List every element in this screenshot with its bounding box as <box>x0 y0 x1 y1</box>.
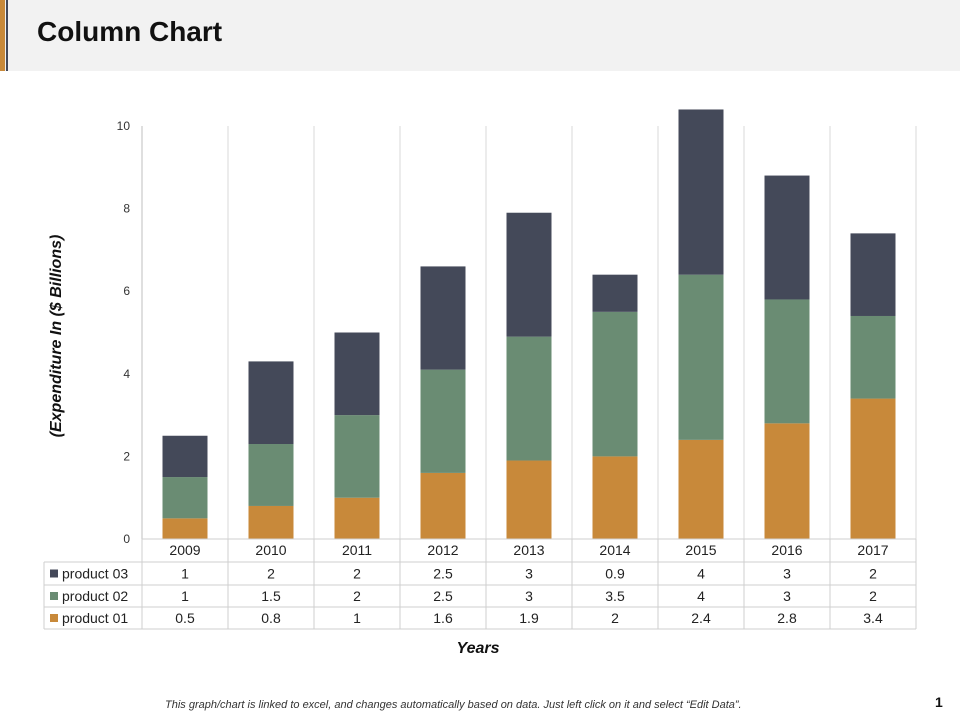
y-tick-label: 10 <box>117 119 131 133</box>
x-tick-label: 2013 <box>513 542 544 558</box>
bar-product-01 <box>334 497 380 539</box>
bar-product-01 <box>162 518 208 539</box>
header-accent-bar-secondary <box>6 0 8 71</box>
y-tick-label: 8 <box>123 202 130 216</box>
bar-product-03 <box>764 175 810 300</box>
x-tick-label: 2012 <box>427 542 458 558</box>
data-table-cell: 1.5 <box>261 588 281 604</box>
data-table-cell: 0.5 <box>175 610 195 626</box>
legend-swatch <box>50 614 58 622</box>
page-number: 1 <box>935 694 943 710</box>
legend-swatch <box>50 592 58 600</box>
data-table-cell: 2 <box>869 566 877 582</box>
legend-label: product 01 <box>62 610 128 626</box>
data-table-cell: 3 <box>783 588 791 604</box>
bar-product-01 <box>678 439 724 539</box>
data-table-cell: 2 <box>353 566 361 582</box>
data-table-cell: 3 <box>783 566 791 582</box>
data-table-cell: 2.4 <box>691 610 711 626</box>
bar-product-03 <box>248 361 294 445</box>
bar-product-02 <box>678 274 724 440</box>
bar-product-03 <box>850 233 896 316</box>
data-table-cell: 3 <box>525 566 533 582</box>
data-table-cell: 2.5 <box>433 588 453 604</box>
bar-product-01 <box>506 460 552 539</box>
bar-product-02 <box>334 415 380 498</box>
bar-product-03 <box>678 109 724 275</box>
y-tick-label: 4 <box>123 367 130 381</box>
y-axis-title: (Expenditure In ($ Billions) <box>48 234 65 438</box>
legend-swatch <box>50 569 58 578</box>
y-tick-label: 0 <box>123 532 130 546</box>
x-tick-label: 2010 <box>255 542 286 558</box>
data-table-cell: 4 <box>697 566 705 582</box>
data-table-cell: 1.6 <box>433 610 453 626</box>
data-table-cell: 2 <box>353 588 361 604</box>
legend-label: product 02 <box>62 588 128 604</box>
bar-product-01 <box>592 456 638 539</box>
bar-product-02 <box>850 315 896 399</box>
data-table-cell: 1 <box>181 566 189 582</box>
data-table-cell: 0.9 <box>605 566 625 582</box>
bar-product-02 <box>506 336 552 461</box>
data-table-cell: 1 <box>353 610 361 626</box>
data-table-cell: 1 <box>181 588 189 604</box>
x-tick-label: 2015 <box>685 542 716 558</box>
data-table-cell: 3 <box>525 588 533 604</box>
bar-product-01 <box>764 423 810 539</box>
x-tick-label: 2014 <box>599 542 630 558</box>
y-tick-label: 6 <box>123 284 130 298</box>
x-axis-title: Years <box>456 640 500 657</box>
bar-product-02 <box>162 477 208 519</box>
bar-product-01 <box>850 398 896 539</box>
data-table-cell: 0.8 <box>261 610 281 626</box>
header-accent-bar <box>0 0 5 71</box>
bar-product-01 <box>420 472 466 539</box>
data-table-cell: 4 <box>697 588 705 604</box>
data-table-cell: 3.4 <box>863 610 883 626</box>
bar-product-02 <box>764 299 810 424</box>
data-table-cell: 2 <box>267 566 275 582</box>
bar-product-02 <box>592 311 638 457</box>
data-table-cell: 2.5 <box>433 566 453 582</box>
data-table-cell: 1.9 <box>519 610 539 626</box>
bar-product-01 <box>248 505 294 539</box>
bar-product-03 <box>420 266 466 370</box>
bar-product-02 <box>420 369 466 473</box>
bar-product-03 <box>506 212 552 337</box>
data-table-cell: 2 <box>869 588 877 604</box>
x-tick-label: 2016 <box>771 542 802 558</box>
footnote: This graph/chart is linked to excel, and… <box>165 699 742 711</box>
x-tick-label: 2011 <box>342 542 372 558</box>
bar-product-03 <box>162 435 208 478</box>
x-tick-label: 2009 <box>169 542 200 558</box>
data-table-cell: 2.8 <box>777 610 797 626</box>
bar-product-03 <box>592 274 638 312</box>
data-table-cell: 2 <box>611 610 619 626</box>
bar-product-02 <box>248 444 294 506</box>
header-bar <box>0 0 960 71</box>
legend-label: product 03 <box>62 566 128 582</box>
page-title: Column Chart <box>37 16 223 47</box>
x-tick-label: 2017 <box>857 542 888 558</box>
data-table-cell: 3.5 <box>605 588 625 604</box>
bar-product-03 <box>334 332 380 416</box>
y-tick-label: 2 <box>123 449 130 463</box>
